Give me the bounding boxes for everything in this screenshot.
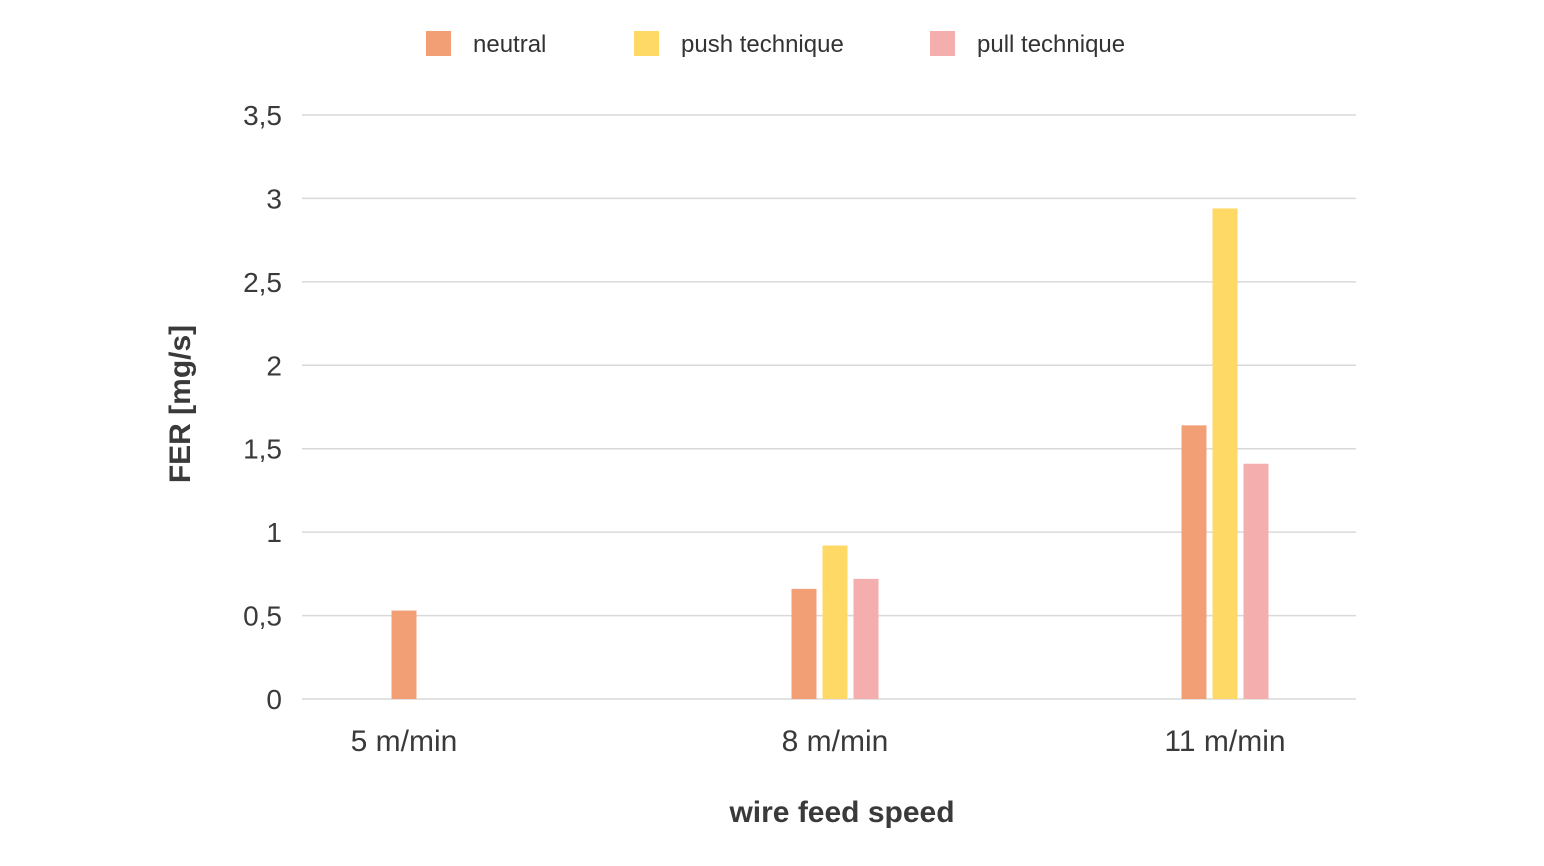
bar-pull-technique-2: [1243, 463, 1269, 699]
legend-item-push-technique: push technique: [634, 31, 844, 58]
bar-neutral-1: [791, 588, 817, 699]
legend-swatch: [634, 31, 659, 56]
bar-neutral-0: [391, 610, 417, 699]
y-tick-label: 3: [266, 183, 282, 214]
y-tick-label: 1: [266, 517, 282, 548]
legend-label: neutral: [473, 31, 546, 58]
y-axis-title: FER [mg/s]: [164, 325, 197, 483]
y-tick-label: 2,5: [243, 267, 282, 298]
y-axis-ticks: 0 0,5 1 1,5 2 2,5 3 3,5: [243, 100, 282, 715]
bar-pull-technique-1: [853, 578, 879, 699]
y-tick-label: 0,5: [243, 601, 282, 632]
legend-label: pull technique: [977, 31, 1125, 58]
y-tick-label: 3,5: [243, 100, 282, 131]
x-axis-categories: 5 m/min 8 m/min 11 m/min: [351, 725, 1286, 758]
bar-neutral-2: [1181, 425, 1207, 699]
x-category-label: 11 m/min: [1164, 725, 1285, 758]
bars: [391, 208, 1269, 699]
x-category-label: 5 m/min: [351, 725, 458, 758]
legend: neutral push technique pull technique: [426, 31, 1125, 58]
legend-swatch: [930, 31, 955, 56]
x-category-label: 8 m/min: [782, 725, 889, 758]
legend-item-neutral: neutral: [426, 31, 546, 58]
bar-push-technique-1: [822, 545, 848, 699]
x-axis-title: wire feed speed: [728, 796, 954, 829]
legend-label: push technique: [681, 31, 844, 58]
legend-swatch: [426, 31, 451, 56]
y-tick-label: 1,5: [243, 434, 282, 465]
gridlines: [302, 114, 1356, 700]
legend-item-pull-technique: pull technique: [930, 31, 1125, 58]
y-tick-label: 2: [266, 350, 282, 381]
y-tick-label: 0: [266, 684, 282, 715]
bar-push-technique-2: [1212, 208, 1238, 699]
